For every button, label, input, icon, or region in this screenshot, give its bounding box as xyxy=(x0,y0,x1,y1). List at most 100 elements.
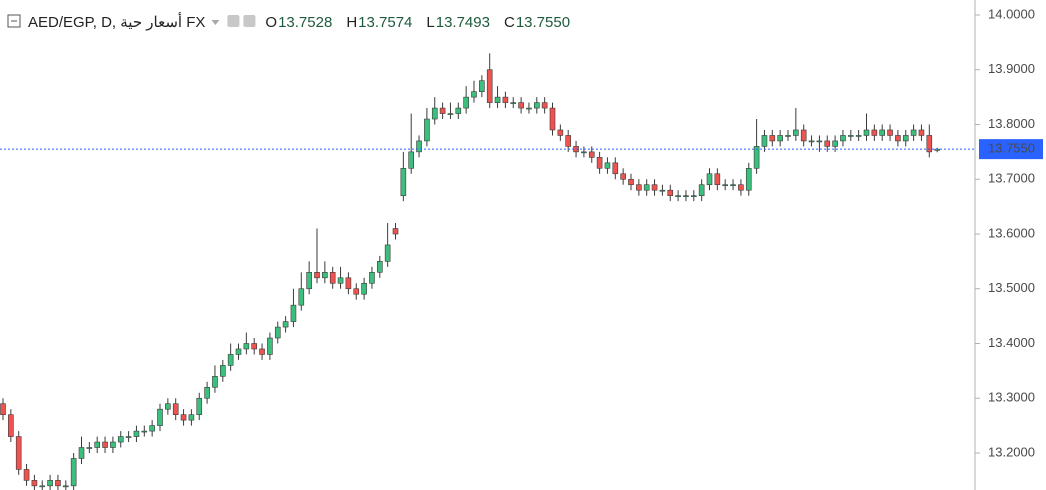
candle-body xyxy=(141,430,148,433)
candle-body xyxy=(125,436,132,438)
candle-body xyxy=(31,480,38,487)
candle-body xyxy=(910,129,917,136)
candle-body xyxy=(102,441,108,448)
candle-body xyxy=(730,184,736,187)
candle-body xyxy=(902,135,909,142)
candle-body xyxy=(855,135,862,137)
y-tick-label: 13.9000 xyxy=(988,61,1035,76)
candle-body xyxy=(832,140,838,147)
candle-body xyxy=(596,157,603,169)
candle-body xyxy=(769,135,776,142)
candle-body xyxy=(204,386,210,399)
candle-body xyxy=(479,80,485,92)
candle-body xyxy=(863,129,870,136)
candle-body xyxy=(706,173,713,186)
candle-body xyxy=(220,365,226,377)
candle-body xyxy=(738,184,744,191)
candle-body xyxy=(581,151,587,154)
y-tick-label: 13.8000 xyxy=(988,116,1035,131)
candle-body xyxy=(777,135,783,142)
candle-body xyxy=(510,102,517,104)
candle-body xyxy=(636,184,642,191)
candle-body xyxy=(800,129,807,142)
candle-body xyxy=(471,91,477,98)
y-tick-label: 13.4000 xyxy=(988,335,1035,350)
candle-body xyxy=(620,173,626,180)
candle-body xyxy=(549,107,556,131)
settings-icon[interactable] xyxy=(243,15,256,27)
candle-body xyxy=(70,458,77,487)
candle-body xyxy=(384,244,391,262)
collapse-icon[interactable] xyxy=(7,14,21,28)
candle-body xyxy=(541,102,548,109)
candle-body xyxy=(926,135,933,153)
candle-body xyxy=(424,118,430,142)
y-tick-label: 13.2000 xyxy=(988,444,1035,459)
candle-body xyxy=(314,272,320,279)
candle-body xyxy=(235,348,242,355)
candle-body xyxy=(15,436,22,470)
candle-body xyxy=(840,135,846,142)
candle-body xyxy=(745,167,752,191)
ohlc-key: L xyxy=(426,14,434,31)
candle-body xyxy=(698,184,705,196)
candle-body xyxy=(753,146,760,169)
candle-body xyxy=(565,135,572,147)
candle-body xyxy=(227,354,234,366)
candle-body xyxy=(557,129,564,136)
candle-body xyxy=(895,135,901,142)
candle-body xyxy=(808,140,815,143)
candle-body xyxy=(149,425,155,432)
candle-body xyxy=(400,167,407,196)
candle-body xyxy=(337,277,344,284)
candle-body xyxy=(690,195,697,197)
candle-body xyxy=(793,129,799,136)
candle-body xyxy=(392,228,399,235)
candle-body xyxy=(94,441,100,448)
candle-body xyxy=(847,135,854,137)
visibility-icon[interactable] xyxy=(227,15,240,27)
legend: AED/EGP, D, أسعار حية FX O 13.7528 H 13.757… xyxy=(7,12,570,31)
candle-body xyxy=(494,96,501,103)
candle-body xyxy=(785,135,791,137)
last-price-label: 13.7550 xyxy=(988,141,1035,156)
candle-body xyxy=(86,447,93,449)
candle-body xyxy=(62,485,69,488)
candle-body xyxy=(78,447,85,459)
candle-body xyxy=(361,282,367,295)
candle-body xyxy=(133,430,140,437)
candle-body xyxy=(612,162,619,175)
candle-body xyxy=(55,480,61,487)
candle-body xyxy=(290,304,297,322)
ohlc-key: C xyxy=(504,14,515,31)
candle-body xyxy=(447,113,454,115)
candle-body xyxy=(306,272,312,290)
interval-dropdown[interactable] xyxy=(211,20,220,25)
candle-body xyxy=(439,107,446,114)
candle-body xyxy=(23,469,30,481)
candle-body xyxy=(918,129,925,136)
candle-body xyxy=(282,321,289,328)
y-tick-label: 13.3000 xyxy=(988,390,1035,405)
candle-body xyxy=(8,414,14,437)
candle-body xyxy=(196,397,203,415)
candle-body xyxy=(651,184,658,191)
y-tick-label: 13.7000 xyxy=(988,171,1035,186)
candle-body xyxy=(408,151,415,169)
symbol-title: AED/EGP, D, أسعار حية FX xyxy=(28,12,205,31)
candle-body xyxy=(298,288,305,306)
ohlc-value: 13.7493 xyxy=(436,14,490,31)
candle-body xyxy=(604,162,611,169)
candle-body xyxy=(518,102,524,109)
candle-body xyxy=(376,261,383,273)
candle-body xyxy=(110,441,116,448)
candle-body xyxy=(824,140,831,147)
candle-body xyxy=(39,485,46,488)
candle-body xyxy=(628,178,634,186)
candle-body xyxy=(526,107,532,110)
candle-body xyxy=(455,107,462,114)
candle-body xyxy=(353,288,360,295)
candle-body xyxy=(267,337,273,355)
candle-body xyxy=(879,129,886,136)
